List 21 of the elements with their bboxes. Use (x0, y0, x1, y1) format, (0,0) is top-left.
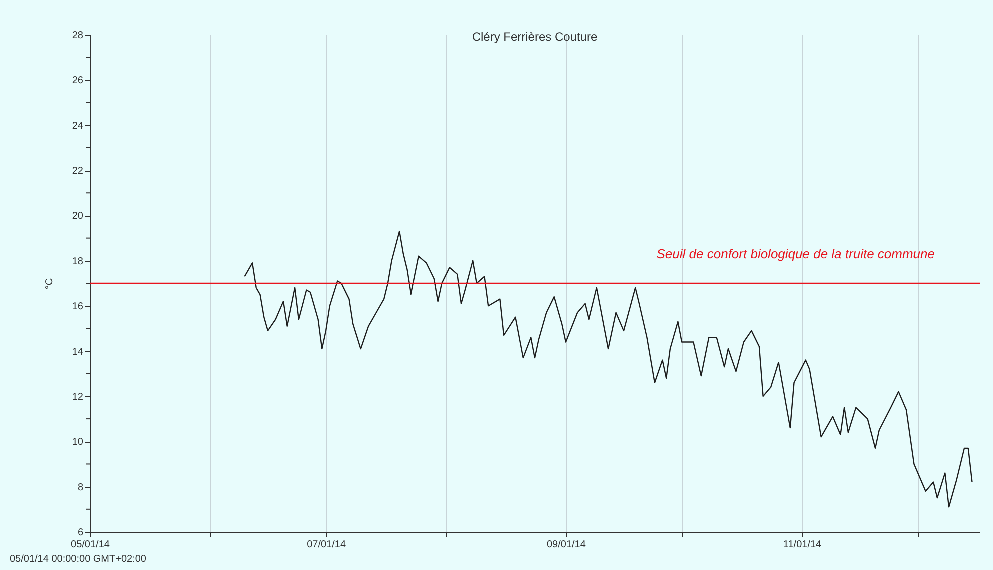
y-tick-label: 14 (72, 346, 84, 358)
y-tick-label: 24 (72, 120, 84, 132)
ref-line-label: Seuil de confort biologique de la truite commune (656, 246, 935, 262)
y-tick-label: 26 (72, 76, 84, 87)
y-axis-title: °C (44, 278, 56, 290)
x-tick-label: 05/01/14 (71, 540, 110, 550)
y-tick-label: 22 (72, 166, 84, 178)
chart-title: Cléry Ferrières Couture (472, 30, 598, 44)
y-tick-label: 6 (78, 528, 84, 538)
text: 05/01/14 00:00:00 GMT+02:00 (10, 554, 147, 565)
x-tick-label: 09/01/14 (546, 540, 586, 550)
y-tick-label: 18 (72, 256, 84, 268)
y-tick-label: 10 (72, 437, 84, 448)
x-tick-label: 11/01/14 (783, 540, 822, 550)
line-series (244, 230, 973, 508)
y-tick-label: 20 (72, 211, 84, 222)
y-tick-label: 12 (72, 392, 84, 403)
y-tick-label: 8 (78, 482, 84, 494)
y-tick-label: 28 (72, 30, 84, 42)
x-tick-label: 07/01/14 (307, 540, 346, 550)
y-tick-label: 16 (72, 302, 84, 313)
